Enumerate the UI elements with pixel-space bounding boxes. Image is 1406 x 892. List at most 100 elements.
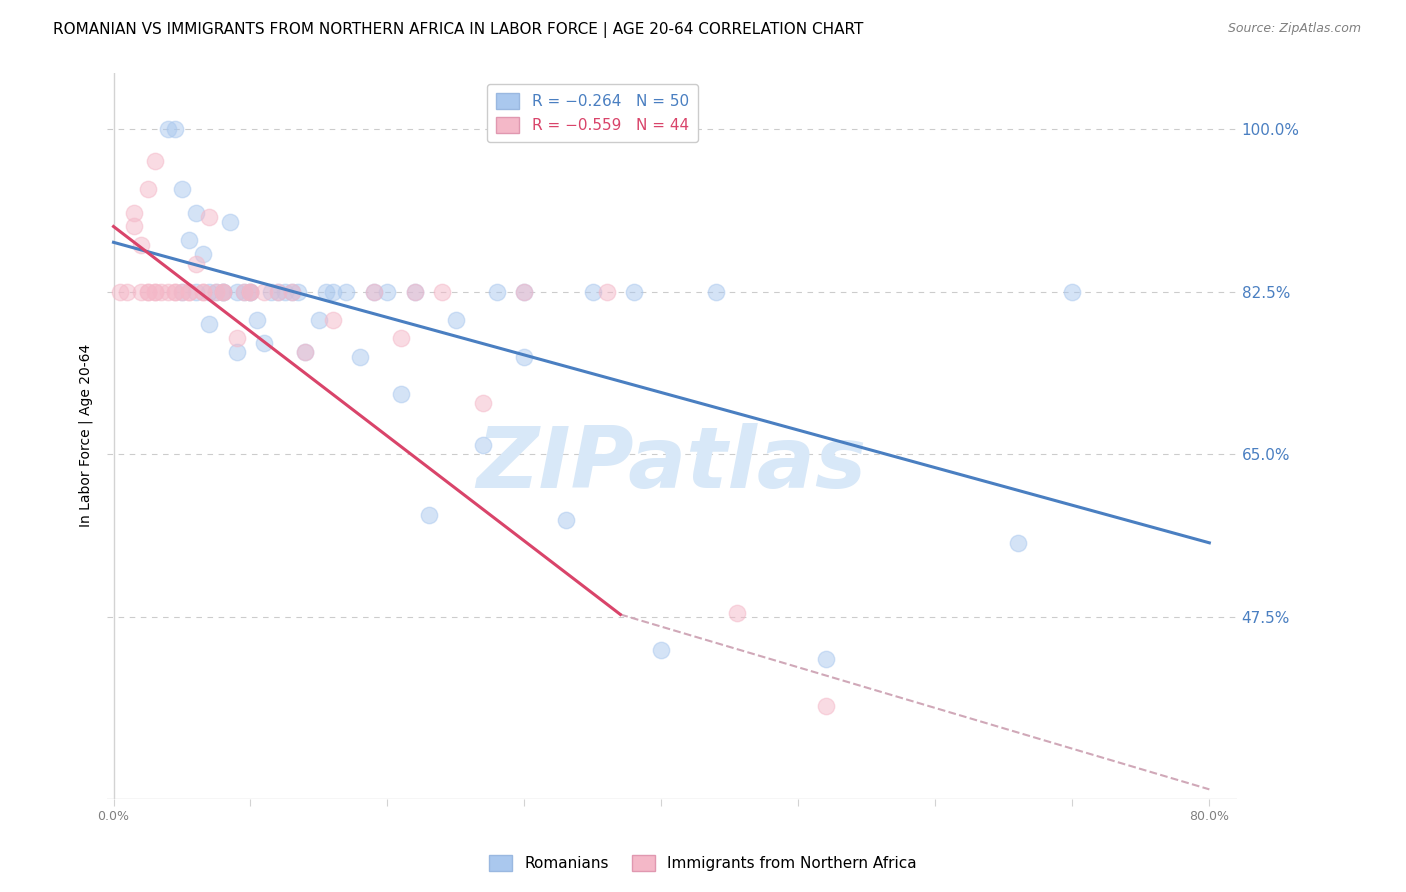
Text: ZIPatlas: ZIPatlas — [477, 424, 868, 507]
Text: ROMANIAN VS IMMIGRANTS FROM NORTHERN AFRICA IN LABOR FORCE | AGE 20-64 CORRELATI: ROMANIAN VS IMMIGRANTS FROM NORTHERN AFR… — [53, 22, 863, 38]
Point — [129, 238, 152, 252]
Point — [170, 182, 193, 196]
Point — [239, 285, 262, 299]
Point — [143, 285, 166, 299]
Point — [177, 285, 200, 299]
Point — [225, 331, 247, 345]
Point — [212, 285, 235, 299]
Point — [198, 210, 221, 224]
Point — [165, 285, 187, 299]
Point — [177, 234, 200, 248]
Point — [363, 285, 385, 299]
Point — [513, 285, 536, 299]
Point — [322, 285, 344, 299]
Point — [814, 698, 837, 713]
Point — [253, 285, 276, 299]
Text: Source: ZipAtlas.com: Source: ZipAtlas.com — [1227, 22, 1361, 36]
Point — [184, 205, 207, 219]
Point — [294, 345, 316, 359]
Point — [294, 345, 316, 359]
Point — [191, 285, 214, 299]
Point — [219, 215, 242, 229]
Point — [129, 285, 152, 299]
Point — [212, 285, 235, 299]
Point — [267, 285, 290, 299]
Point — [444, 312, 467, 326]
Point — [157, 121, 180, 136]
Point — [404, 285, 426, 299]
Point — [513, 285, 536, 299]
Point — [225, 285, 247, 299]
Point — [595, 285, 617, 299]
Point — [170, 285, 193, 299]
Point — [486, 285, 509, 299]
Point — [198, 317, 221, 331]
Point — [184, 285, 207, 299]
Point — [212, 285, 235, 299]
Point — [513, 350, 536, 364]
Point — [143, 154, 166, 169]
Legend: R = −0.264   N = 50, R = −0.559   N = 44: R = −0.264 N = 50, R = −0.559 N = 44 — [488, 84, 697, 142]
Point — [136, 285, 159, 299]
Point — [225, 345, 247, 359]
Point — [322, 312, 344, 326]
Point — [472, 438, 495, 452]
Point — [1062, 285, 1084, 299]
Y-axis label: In Labor Force | Age 20-64: In Labor Force | Age 20-64 — [79, 344, 93, 527]
Point — [404, 285, 426, 299]
Point — [280, 285, 302, 299]
Point — [205, 285, 228, 299]
Point — [582, 285, 605, 299]
Point — [143, 285, 166, 299]
Point — [349, 350, 371, 364]
Point — [363, 285, 385, 299]
Point — [287, 285, 309, 299]
Point — [157, 285, 180, 299]
Point — [274, 285, 297, 299]
Point — [191, 285, 214, 299]
Point — [389, 387, 412, 401]
Point — [205, 285, 228, 299]
Point — [704, 285, 727, 299]
Point — [280, 285, 302, 299]
Point — [110, 285, 132, 299]
Point — [165, 285, 187, 299]
Point — [232, 285, 254, 299]
Point — [377, 285, 399, 299]
Point — [554, 512, 576, 526]
Point — [650, 642, 672, 657]
Point — [170, 285, 193, 299]
Point — [308, 312, 330, 326]
Point — [260, 285, 283, 299]
Point — [136, 182, 159, 196]
Point — [136, 285, 159, 299]
Point — [232, 285, 254, 299]
Point — [389, 331, 412, 345]
Point — [165, 121, 187, 136]
Point — [115, 285, 138, 299]
Point — [191, 247, 214, 261]
Point — [814, 652, 837, 666]
Legend: Romanians, Immigrants from Northern Africa: Romanians, Immigrants from Northern Afri… — [484, 849, 922, 877]
Point — [239, 285, 262, 299]
Point — [315, 285, 337, 299]
Point — [212, 285, 235, 299]
Point — [418, 508, 440, 522]
Point — [198, 285, 221, 299]
Point — [623, 285, 645, 299]
Point — [472, 396, 495, 410]
Point — [267, 285, 290, 299]
Point — [122, 205, 145, 219]
Point — [122, 219, 145, 234]
Point — [335, 285, 357, 299]
Point — [432, 285, 454, 299]
Point — [239, 285, 262, 299]
Point — [253, 335, 276, 350]
Point — [177, 285, 200, 299]
Point — [239, 285, 262, 299]
Point — [150, 285, 173, 299]
Point — [246, 312, 269, 326]
Point — [184, 257, 207, 271]
Point — [725, 606, 748, 620]
Point — [1007, 536, 1029, 550]
